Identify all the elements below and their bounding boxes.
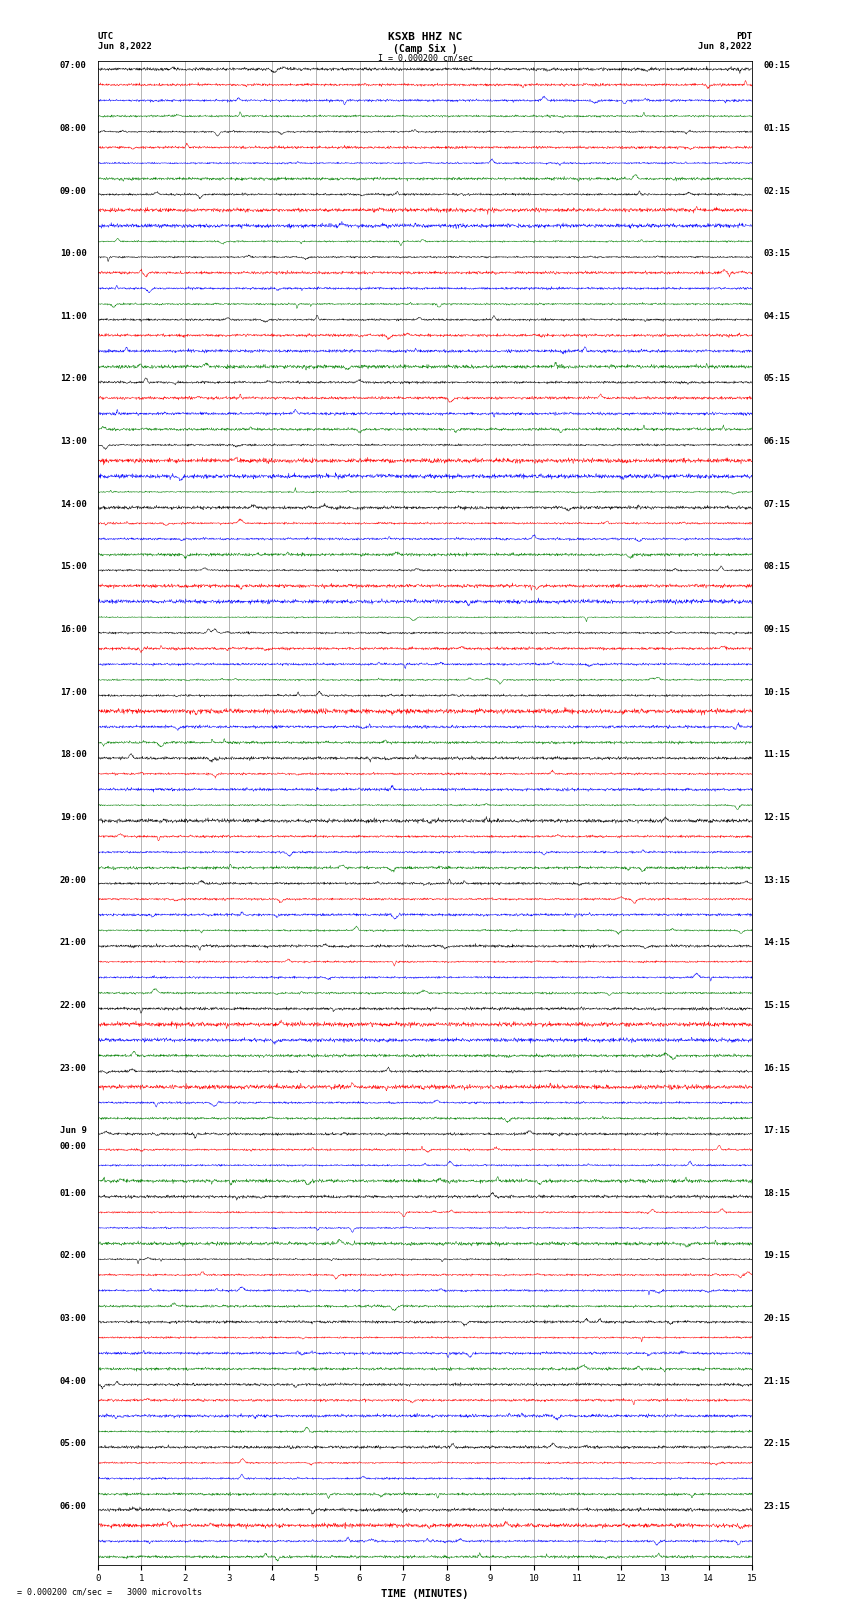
Text: 17:15: 17:15 <box>763 1126 790 1136</box>
Text: 04:00: 04:00 <box>60 1378 87 1386</box>
Text: 20:00: 20:00 <box>60 876 87 884</box>
Text: 17:00: 17:00 <box>60 687 87 697</box>
Text: 05:15: 05:15 <box>763 374 790 384</box>
Text: Jun 9: Jun 9 <box>60 1126 87 1136</box>
Text: 00:00: 00:00 <box>60 1142 87 1150</box>
Text: 11:15: 11:15 <box>763 750 790 760</box>
Text: KSXB HHZ NC: KSXB HHZ NC <box>388 32 462 42</box>
Text: 18:15: 18:15 <box>763 1189 790 1198</box>
Text: 10:00: 10:00 <box>60 250 87 258</box>
Text: 21:00: 21:00 <box>60 939 87 947</box>
Text: = 0.000200 cm/sec =   3000 microvolts: = 0.000200 cm/sec = 3000 microvolts <box>17 1587 202 1597</box>
Text: 08:00: 08:00 <box>60 124 87 132</box>
Text: 03:00: 03:00 <box>60 1315 87 1323</box>
Text: (Camp Six ): (Camp Six ) <box>393 44 457 53</box>
Text: I = 0.000200 cm/sec: I = 0.000200 cm/sec <box>377 53 473 63</box>
Text: 14:00: 14:00 <box>60 500 87 508</box>
Text: 09:15: 09:15 <box>763 626 790 634</box>
Text: 19:15: 19:15 <box>763 1252 790 1260</box>
Text: 23:15: 23:15 <box>763 1502 790 1511</box>
Text: 05:00: 05:00 <box>60 1439 87 1448</box>
Text: 02:15: 02:15 <box>763 187 790 195</box>
Text: 12:15: 12:15 <box>763 813 790 823</box>
Text: 23:00: 23:00 <box>60 1063 87 1073</box>
Text: 07:00: 07:00 <box>60 61 87 71</box>
Text: 13:15: 13:15 <box>763 876 790 884</box>
Text: 16:00: 16:00 <box>60 626 87 634</box>
Text: 10:15: 10:15 <box>763 687 790 697</box>
Text: 02:00: 02:00 <box>60 1252 87 1260</box>
Text: 22:00: 22:00 <box>60 1000 87 1010</box>
Text: 18:00: 18:00 <box>60 750 87 760</box>
Text: 06:00: 06:00 <box>60 1502 87 1511</box>
Text: 21:15: 21:15 <box>763 1378 790 1386</box>
Text: 09:00: 09:00 <box>60 187 87 195</box>
Text: 03:15: 03:15 <box>763 250 790 258</box>
Text: 06:15: 06:15 <box>763 437 790 447</box>
Text: 01:15: 01:15 <box>763 124 790 132</box>
Text: 04:15: 04:15 <box>763 311 790 321</box>
Text: 20:15: 20:15 <box>763 1315 790 1323</box>
Text: 15:00: 15:00 <box>60 563 87 571</box>
Text: 19:00: 19:00 <box>60 813 87 823</box>
Text: 08:15: 08:15 <box>763 563 790 571</box>
Text: PDT: PDT <box>736 32 752 42</box>
Text: Jun 8,2022: Jun 8,2022 <box>699 42 752 52</box>
Text: 07:15: 07:15 <box>763 500 790 508</box>
Text: 13:00: 13:00 <box>60 437 87 447</box>
Text: 01:00: 01:00 <box>60 1189 87 1198</box>
Text: 11:00: 11:00 <box>60 311 87 321</box>
Text: Jun 8,2022: Jun 8,2022 <box>98 42 151 52</box>
Text: 16:15: 16:15 <box>763 1063 790 1073</box>
X-axis label: TIME (MINUTES): TIME (MINUTES) <box>382 1589 468 1598</box>
Text: 12:00: 12:00 <box>60 374 87 384</box>
Text: UTC: UTC <box>98 32 114 42</box>
Text: 00:15: 00:15 <box>763 61 790 71</box>
Text: 15:15: 15:15 <box>763 1000 790 1010</box>
Text: 22:15: 22:15 <box>763 1439 790 1448</box>
Text: 14:15: 14:15 <box>763 939 790 947</box>
